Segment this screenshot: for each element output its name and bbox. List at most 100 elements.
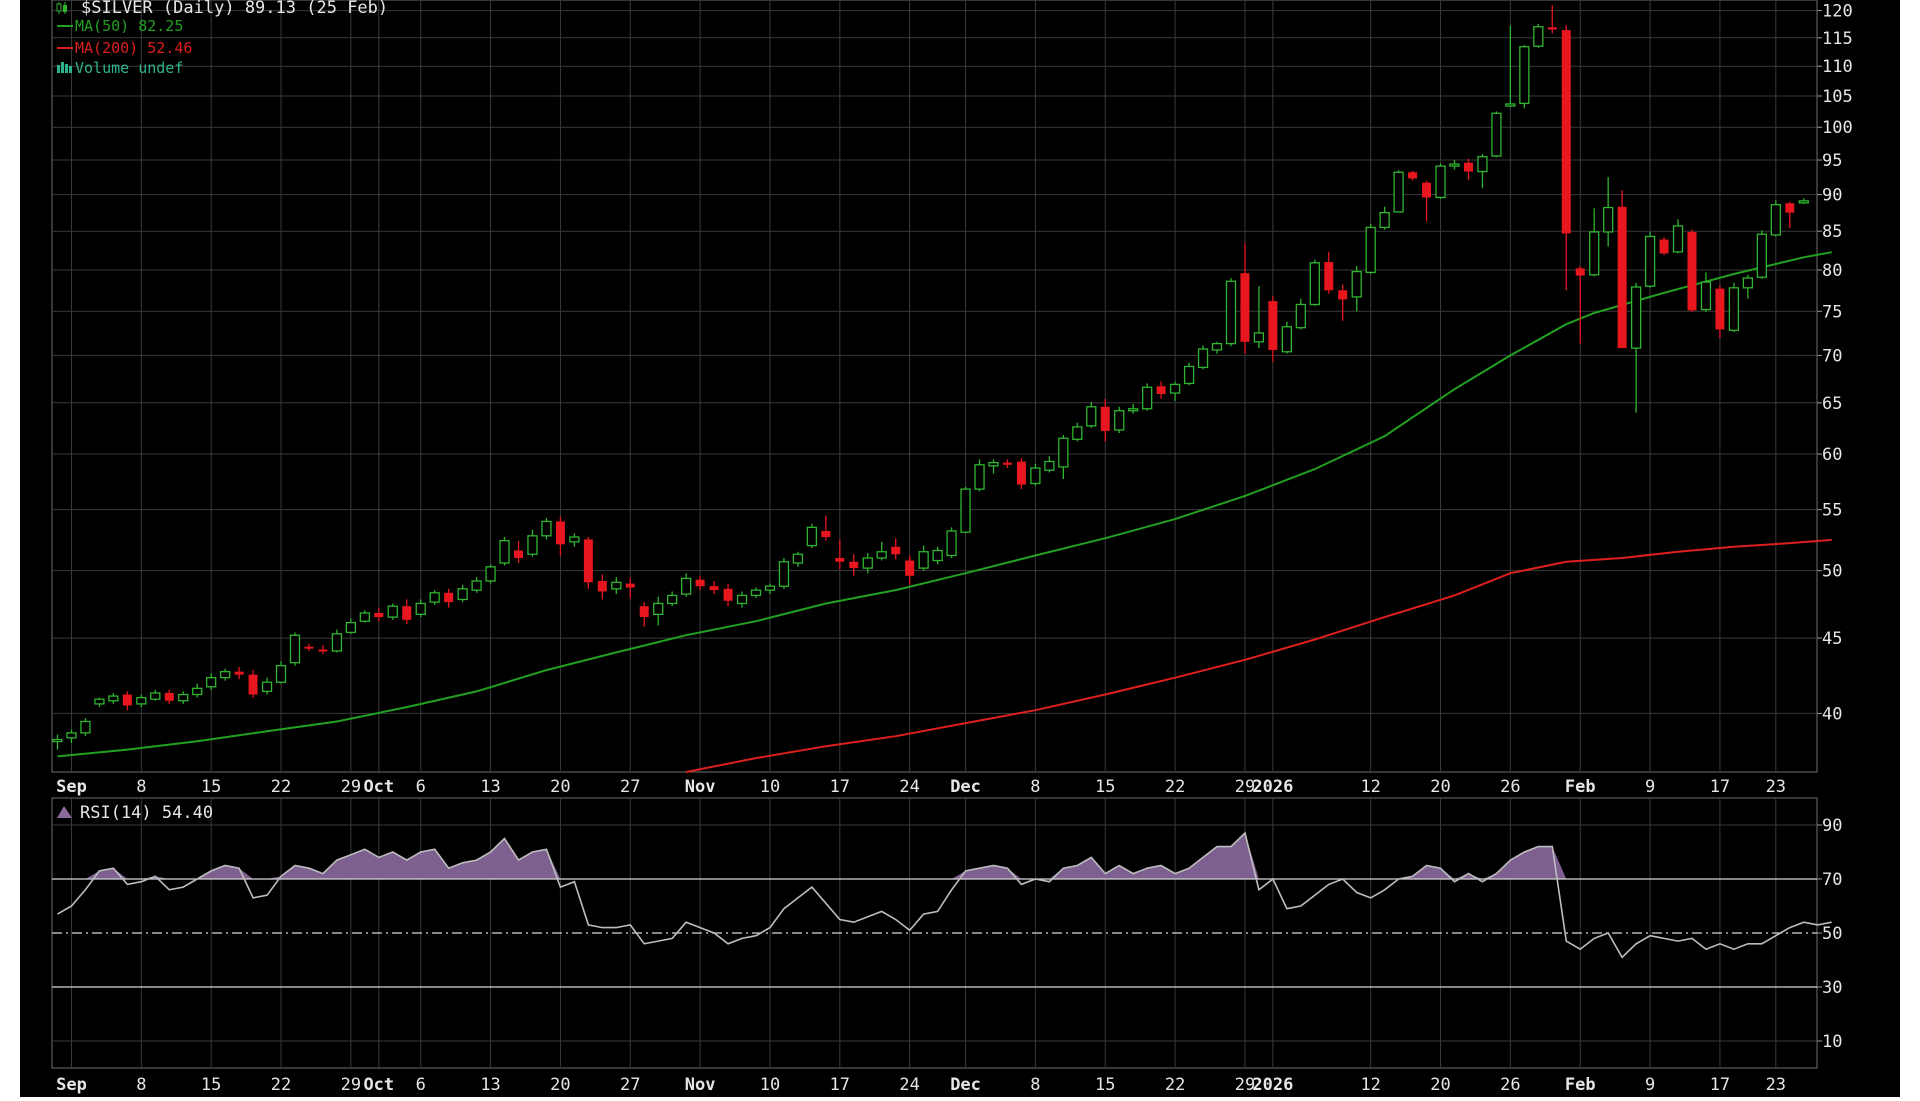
candle-body-up	[1505, 103, 1516, 107]
candle	[1505, 25, 1516, 108]
candle	[275, 661, 287, 684]
candle-body-up	[876, 551, 887, 559]
candle	[66, 729, 77, 743]
candle-body-up	[206, 677, 217, 688]
candle-body-up	[499, 540, 510, 564]
date-label: 12	[1360, 1075, 1380, 1095]
candle-body-up	[1086, 406, 1097, 427]
rsi-legend: RSI(14) 54.40	[57, 803, 213, 823]
candle-body-up	[1393, 171, 1404, 213]
candle	[960, 486, 971, 534]
candle-body-down	[122, 694, 132, 706]
candle	[1422, 180, 1432, 222]
legend-ma200-name: MA(200)	[75, 39, 138, 57]
candle-body-up	[1281, 326, 1293, 353]
legend-ma200-value: 52.46	[147, 39, 192, 57]
date-label: 9	[1645, 1075, 1655, 1095]
candle	[1197, 345, 1209, 370]
candle-body-down	[1687, 231, 1697, 311]
legend-interval: (Daily)	[163, 0, 235, 18]
date-label: Sep	[56, 777, 87, 797]
candle	[1463, 158, 1473, 180]
date-label: 8	[136, 1075, 146, 1095]
candle-body-up	[1672, 225, 1684, 253]
candle-body-down	[555, 521, 565, 545]
candle	[625, 578, 635, 599]
candle	[849, 554, 859, 576]
candle	[1477, 153, 1488, 189]
candle	[1253, 286, 1265, 349]
candle	[1309, 259, 1320, 307]
candle-body-up	[1114, 410, 1125, 431]
date-label: 6	[416, 777, 426, 797]
candle	[1240, 243, 1250, 354]
date-label: Nov	[685, 1075, 716, 1095]
candle	[1295, 298, 1306, 330]
date-label: 2026	[1252, 777, 1293, 797]
candle-body-down	[1617, 206, 1627, 349]
date-label: 26	[1500, 777, 1520, 797]
candle	[1002, 459, 1012, 469]
candle	[1785, 201, 1795, 229]
candle-body-up	[1449, 163, 1460, 167]
candle	[918, 545, 929, 571]
date-label: 22	[271, 777, 291, 797]
candle-body-up	[569, 536, 580, 543]
price-tick-label: 90	[1822, 186, 1842, 206]
candle	[1058, 435, 1069, 480]
legend-last-date: (25 Feb)	[306, 0, 388, 18]
candle	[1030, 463, 1041, 486]
candle-body-up	[289, 634, 301, 664]
legend-volume-value: undef	[138, 59, 183, 77]
candle	[1169, 381, 1181, 401]
candle	[80, 718, 91, 737]
candle	[1100, 398, 1110, 442]
candle	[778, 557, 790, 589]
price-tick-label: 110	[1822, 57, 1853, 77]
date-label: 6	[416, 1075, 426, 1095]
date-label: 17	[830, 1075, 850, 1095]
date-label: 15	[201, 1075, 221, 1095]
candle-body-up	[1197, 348, 1209, 369]
candle	[52, 734, 63, 750]
candle	[1128, 403, 1139, 414]
candle-body-down	[709, 586, 719, 591]
candle	[289, 632, 301, 666]
date-label: Feb	[1565, 777, 1596, 797]
candle	[709, 580, 719, 595]
candle-body-down	[849, 561, 859, 569]
candle-body-down	[1561, 30, 1571, 234]
candle	[150, 689, 161, 701]
candle-body-up	[1477, 156, 1488, 173]
candle	[1561, 25, 1571, 291]
candlesticks	[52, 5, 1809, 750]
candle	[1589, 208, 1600, 277]
candle	[1756, 230, 1767, 279]
candle-body-up	[653, 602, 664, 615]
candle	[1324, 251, 1334, 294]
date-label: 9	[1645, 777, 1655, 797]
candle	[583, 537, 593, 589]
date-label: 10	[760, 1075, 780, 1095]
candle	[1225, 278, 1237, 347]
candle	[597, 574, 607, 600]
candle	[1072, 422, 1083, 442]
candle-body-up	[1309, 262, 1320, 306]
candle	[1086, 401, 1097, 428]
candle-body-up	[681, 577, 692, 595]
rsi-grid	[52, 798, 1817, 1068]
rsi-plot	[52, 831, 1832, 988]
candle-body-up	[667, 594, 678, 605]
price-tick-label: 55	[1822, 501, 1842, 521]
price-axis: 40 45 50 55 60 65 70 75 80 85 90 95 100 105 110 115 120	[1817, 2, 1853, 724]
candle-body-up	[457, 588, 468, 601]
rsi-legend-icon	[57, 806, 72, 818]
candle	[318, 645, 328, 654]
candle	[164, 689, 174, 704]
candle-body-up	[1379, 211, 1390, 229]
candle	[345, 618, 357, 634]
candle	[1281, 321, 1293, 354]
candle	[1798, 198, 1809, 204]
